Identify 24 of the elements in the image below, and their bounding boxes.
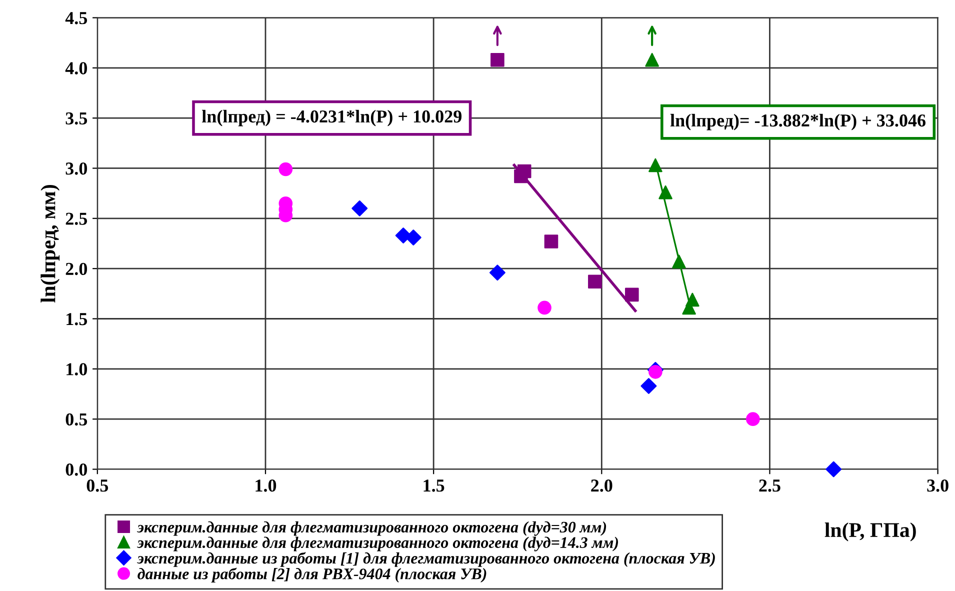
legend-label: эксперим.данные для флегматизированного октогена (dуд=14.3 мм) [136,536,618,552]
legend-label: данные из работы [2] для PBX-9404 (плоская УВ) [138,568,486,583]
y-axis-title: ln(lпред, мм) [40,184,60,303]
annotation: ln(lпред)= -13.882*ln(P) + 33.046 [670,114,926,130]
x-tick-label: 1.5 [424,480,444,492]
y-tick-label: 4.0 [65,62,87,74]
y-tick-label: 3.5 [66,112,88,125]
y-tick-label: 1.5 [66,313,88,326]
x-tick-label: 3.0 [927,480,948,492]
y-tick-label: 2.5 [66,212,88,225]
x-tick-label: 1.0 [256,480,276,492]
y-tick-label: 1.0 [66,363,87,376]
x-tick-label: 0.5 [86,480,108,492]
y-tick-label: 3.0 [66,162,87,175]
legend-label: эксперим.данные из работы [1] для флегматизированного октогена (плоская УВ) [136,552,715,567]
y-tick-label: 0.0 [66,464,87,476]
legend-label: эксперим.данные для флегматизированного октогена (dуд=30 мм) [136,521,606,536]
x-axis-title: ln(P, ГПа) [824,522,916,542]
y-tick-label: 0.5 [66,413,88,426]
annotation: ln(lпред) = -4.0231*ln(P) + 10.029 [202,110,462,126]
x-tick-label: 2.5 [759,480,780,492]
x-tick-label: 2.0 [591,480,612,492]
y-tick-label: 2.0 [66,262,87,276]
y-tick-label: 4.5 [65,12,88,24]
